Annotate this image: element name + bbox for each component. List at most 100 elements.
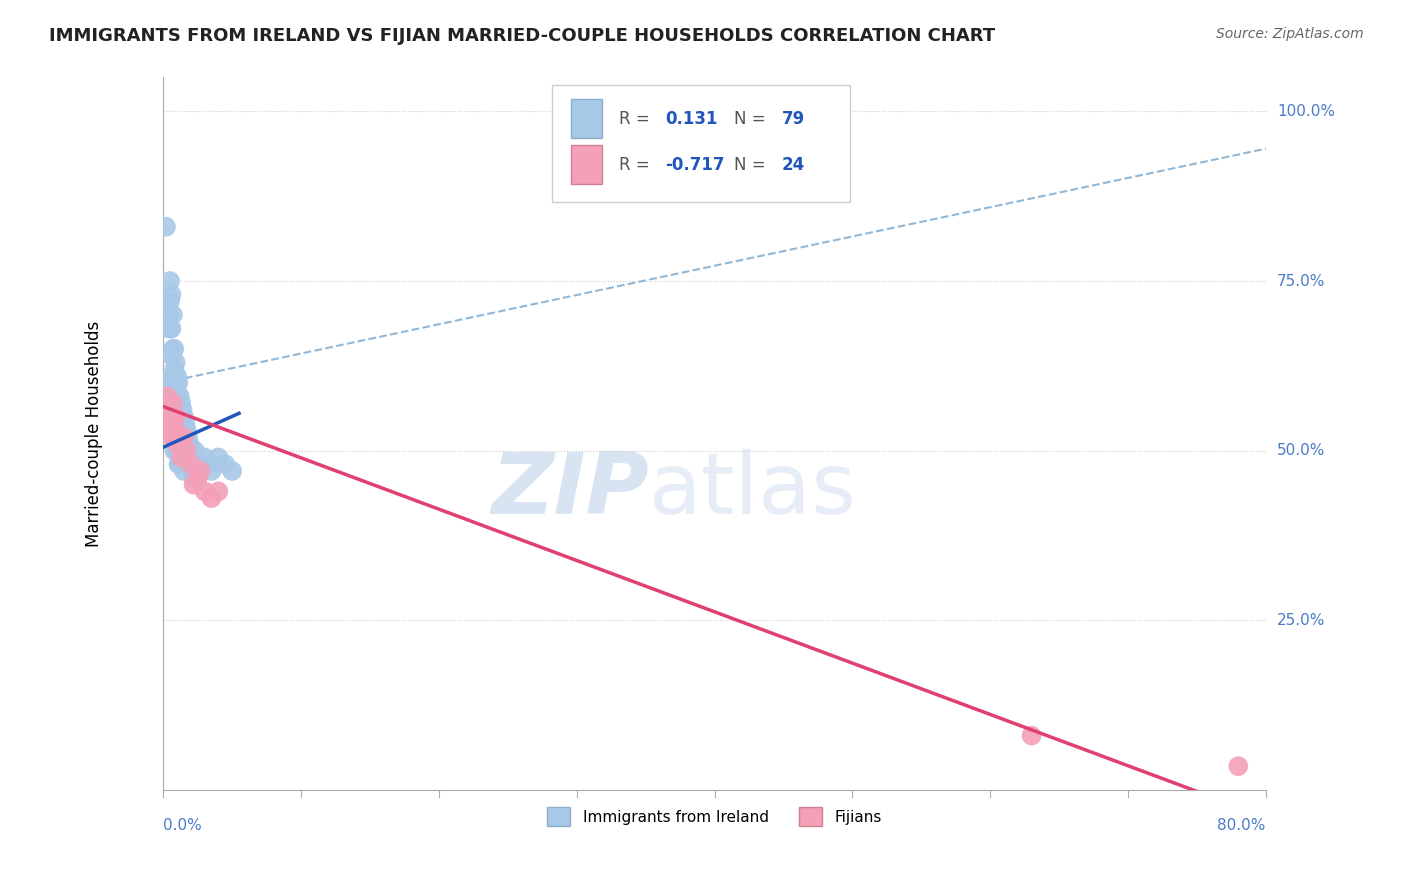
Point <box>180 457 202 471</box>
Point <box>166 369 188 384</box>
Point <box>166 417 188 431</box>
Point <box>157 389 180 403</box>
Point <box>184 443 207 458</box>
Point <box>180 443 202 458</box>
Point <box>172 430 194 444</box>
Point <box>167 403 190 417</box>
Point <box>170 457 193 471</box>
Point <box>207 450 229 465</box>
Point <box>177 457 200 471</box>
Point <box>156 389 179 403</box>
Point <box>156 376 179 390</box>
Point <box>163 409 186 424</box>
Point <box>166 443 188 458</box>
Text: R =: R = <box>619 110 655 128</box>
Point <box>187 457 209 471</box>
Point <box>155 219 177 234</box>
Point <box>174 417 197 431</box>
Point <box>176 443 198 458</box>
Point <box>169 443 191 458</box>
Point <box>221 464 243 478</box>
Point <box>200 491 222 505</box>
Point <box>159 294 181 309</box>
Point <box>163 342 186 356</box>
Point <box>177 457 200 471</box>
Point <box>170 417 193 431</box>
Text: -0.717: -0.717 <box>665 156 724 174</box>
Point <box>165 430 187 444</box>
Point <box>162 308 184 322</box>
Text: 79: 79 <box>782 110 806 128</box>
Point <box>163 409 186 424</box>
Point <box>157 308 180 322</box>
Point <box>165 355 187 369</box>
Point <box>167 376 190 390</box>
Point <box>170 443 193 458</box>
Point <box>173 430 195 444</box>
Point <box>207 484 229 499</box>
Point <box>166 437 188 451</box>
Text: 24: 24 <box>782 156 806 174</box>
Point <box>187 471 209 485</box>
Text: 0.131: 0.131 <box>665 110 717 128</box>
Point <box>166 396 188 410</box>
Point <box>169 457 191 471</box>
Point <box>165 409 187 424</box>
Point <box>197 457 219 471</box>
Point <box>157 321 180 335</box>
Point <box>165 423 187 437</box>
Text: 80.0%: 80.0% <box>1218 819 1265 833</box>
Point <box>194 484 217 499</box>
Point <box>200 464 222 478</box>
Text: Source: ZipAtlas.com: Source: ZipAtlas.com <box>1216 27 1364 41</box>
Point <box>163 443 186 458</box>
Text: atlas: atlas <box>648 450 856 533</box>
Point <box>163 430 186 444</box>
Point <box>167 443 190 458</box>
Point <box>162 430 184 444</box>
Point <box>181 450 204 465</box>
Point <box>176 450 198 465</box>
Point <box>172 457 194 471</box>
Point <box>162 342 184 356</box>
Point <box>190 464 212 478</box>
Text: 50.0%: 50.0% <box>1277 443 1326 458</box>
Point <box>160 349 183 363</box>
Text: IMMIGRANTS FROM IRELAND VS FIJIAN MARRIED-COUPLE HOUSEHOLDS CORRELATION CHART: IMMIGRANTS FROM IRELAND VS FIJIAN MARRIE… <box>49 27 995 45</box>
FancyBboxPatch shape <box>571 99 602 138</box>
Point <box>155 409 177 424</box>
Point <box>162 369 184 384</box>
Point <box>165 430 187 444</box>
Point <box>173 464 195 478</box>
Point <box>173 430 195 444</box>
Point <box>162 423 184 437</box>
Point <box>167 457 190 471</box>
Text: 75.0%: 75.0% <box>1277 274 1326 288</box>
Text: N =: N = <box>734 110 772 128</box>
Point <box>159 423 181 437</box>
Point <box>160 376 183 390</box>
Point <box>159 403 181 417</box>
Text: R =: R = <box>619 156 655 174</box>
Point <box>1021 729 1043 743</box>
Point <box>170 396 193 410</box>
Point <box>183 471 205 485</box>
FancyBboxPatch shape <box>553 85 851 202</box>
Point <box>170 450 193 465</box>
Point <box>214 457 236 471</box>
Text: ZIP: ZIP <box>491 450 648 533</box>
FancyBboxPatch shape <box>571 145 602 185</box>
Point <box>163 389 186 403</box>
Point <box>172 403 194 417</box>
Point <box>167 423 190 437</box>
Text: 25.0%: 25.0% <box>1277 613 1326 628</box>
Point <box>169 389 191 403</box>
Point <box>173 409 195 424</box>
Point <box>174 443 197 458</box>
Point <box>177 430 200 444</box>
Point <box>169 409 191 424</box>
Point <box>190 464 212 478</box>
Legend: Immigrants from Ireland, Fijians: Immigrants from Ireland, Fijians <box>541 801 887 832</box>
Point <box>160 287 183 301</box>
Point <box>162 396 184 410</box>
